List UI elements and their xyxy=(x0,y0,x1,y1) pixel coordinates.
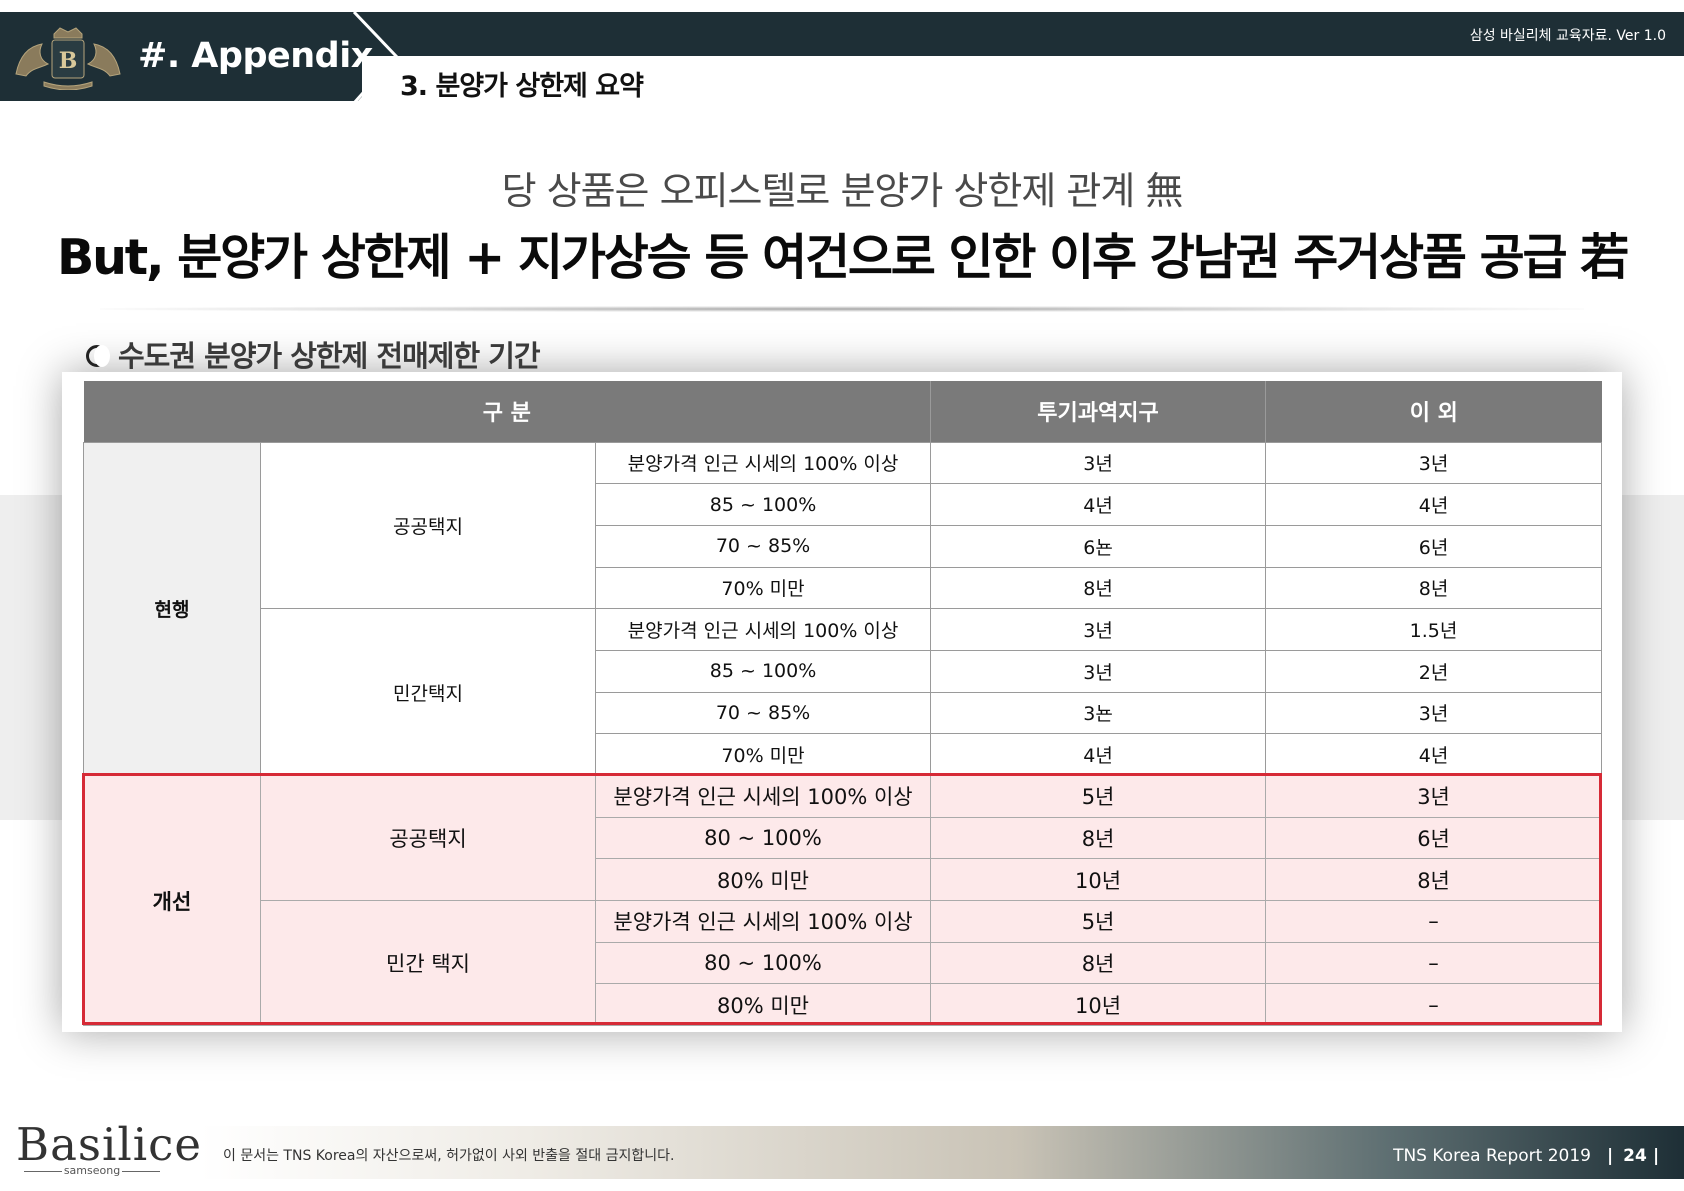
headline-divider xyxy=(100,306,1584,312)
speculative-cell: 5년 xyxy=(930,900,1267,943)
range-cell: 85 ~ 100% xyxy=(594,483,932,526)
other-cell: 4년 xyxy=(1265,733,1603,776)
table-row: 80% 미만 10년 8년 xyxy=(84,858,1603,902)
page-separator-right: | xyxy=(1653,1146,1660,1166)
header-tab-edge xyxy=(352,12,399,103)
other-cell: 2년 xyxy=(1265,649,1603,693)
circle-bullet-icon xyxy=(86,345,110,367)
main-headline: But, 분양가 상한제 + 지가상승 등 여건으로 인한 이후 강남권 주거상… xyxy=(56,229,1629,286)
range-cell: 70 ~ 85% xyxy=(594,691,932,735)
other-cell: 6년 xyxy=(1265,816,1603,860)
header-category: 구 분 xyxy=(83,381,932,442)
section-label-text: 수도권 분양가 상한제 전매제한 기간 xyxy=(118,339,541,373)
section-title: 3. 분양가 상한제 요약 xyxy=(400,71,644,102)
resale-restriction-table: 구 분 투기과역지구 이 외 현행 공공택지 분양가격 인근 시세의 100% … xyxy=(83,381,1603,1027)
other-cell: 8년 xyxy=(1265,566,1603,610)
subgroup-improved-public: 공공택지 xyxy=(260,774,596,902)
table-header-row: 구 분 투기과역지구 이 외 xyxy=(83,381,1602,442)
brand-logo-sub: samseong xyxy=(16,1164,168,1177)
other-cell: 3년 xyxy=(1265,441,1603,485)
speculative-cell: 4년 xyxy=(930,483,1267,526)
speculative-cell: 8년 xyxy=(930,816,1267,860)
speculative-cell: 8년 xyxy=(930,941,1267,985)
header-other: 이 외 xyxy=(1265,381,1602,442)
table-row: 현행 공공택지 분양가격 인근 시세의 100% 이상 3년 3년 xyxy=(83,441,1603,776)
range-cell: 분양가격 인근 시세의 100% 이상 xyxy=(594,775,932,818)
other-cell: – xyxy=(1265,900,1603,943)
brand-logo: Basilice xyxy=(16,1118,203,1171)
other-cell: – xyxy=(1265,941,1603,985)
subgroup-current-public: 공공택지 xyxy=(260,441,596,610)
speculative-cell: 8년 xyxy=(930,566,1267,610)
range-cell: 80% 미만 xyxy=(594,858,932,902)
sub-headline: 당 상품은 오피스텔로 분양가 상한제 관계 無 xyxy=(501,169,1184,213)
speculative-cell: 6뇬 xyxy=(930,524,1267,568)
subgroup-improved-private: 민간 택지 xyxy=(260,900,596,1027)
table-row: 80 ~ 100% 8년 – xyxy=(84,941,1603,985)
range-cell: 70 ~ 85% xyxy=(594,524,932,568)
range-cell: 분양가격 인근 시세의 100% 이상 xyxy=(594,608,932,651)
other-cell: 8년 xyxy=(1265,858,1603,902)
report-name: TNS Korea Report 2019 xyxy=(1393,1146,1591,1166)
speculative-cell: 3년 xyxy=(930,441,1267,485)
emblem-logo-icon: B xyxy=(15,27,121,90)
footer-bar xyxy=(200,1126,1684,1179)
group-improved: 개선 xyxy=(83,774,261,1027)
range-cell: 70% 미만 xyxy=(594,733,932,776)
table-row: 70% 미만 4년 4년 xyxy=(84,733,1603,776)
document-version: 삼성 바실리체 교육자료. Ver 1.0 xyxy=(1469,28,1666,44)
page-number: 24 xyxy=(1623,1146,1647,1166)
range-cell: 80 ~ 100% xyxy=(594,816,932,860)
other-cell: 4년 xyxy=(1265,483,1603,526)
copyright-notice: 이 문서는 TNS Korea의 자산으로써, 허가없이 사외 반출을 절대 금… xyxy=(223,1148,675,1164)
other-cell: – xyxy=(1265,983,1603,1027)
other-cell: 3년 xyxy=(1265,691,1603,735)
subgroup-current-private: 민간택지 xyxy=(260,608,596,776)
range-cell: 70% 미만 xyxy=(594,566,932,610)
header-speculative-zone: 투기과역지구 xyxy=(930,381,1267,442)
range-cell: 분양가격 인근 시세의 100% 이상 xyxy=(594,441,932,485)
other-cell: 1.5년 xyxy=(1265,608,1603,651)
table-row: 80% 미만 10년 – xyxy=(84,983,1603,1027)
speculative-cell: 3뇬 xyxy=(930,691,1267,735)
range-cell: 80 ~ 100% xyxy=(594,941,932,985)
appendix-title: #. Appendix xyxy=(138,36,373,76)
table-row: 85 ~ 100% 3년 2년 xyxy=(84,649,1603,693)
range-cell: 85 ~ 100% xyxy=(594,649,932,693)
speculative-cell: 4년 xyxy=(930,733,1267,776)
table-row: 개선 공공택지 분양가격 인근 시세의 100% 이상 5년 3년 xyxy=(83,774,1603,1027)
range-cell: 80% 미만 xyxy=(594,983,932,1027)
table-row: 80 ~ 100% 8년 6년 xyxy=(84,816,1603,860)
speculative-cell: 3년 xyxy=(930,608,1267,651)
page-separator-left: | xyxy=(1607,1146,1614,1166)
svg-text:B: B xyxy=(59,48,78,74)
speculative-cell: 5년 xyxy=(930,775,1267,818)
range-cell: 분양가격 인근 시세의 100% 이상 xyxy=(594,900,932,943)
table-row: 70% 미만 8년 8년 xyxy=(84,566,1603,610)
other-cell: 3년 xyxy=(1265,775,1603,818)
table-row: 민간 택지 분양가격 인근 시세의 100% 이상 5년 – xyxy=(84,900,1603,1027)
table-row: 70 ~ 85% 3뇬 3년 xyxy=(84,691,1603,735)
section-label: 수도권 분양가 상한제 전매제한 기간 xyxy=(86,333,541,375)
speculative-cell: 10년 xyxy=(930,858,1267,902)
group-current: 현행 xyxy=(83,441,261,776)
table-row: 민간택지 분양가격 인근 시세의 100% 이상 3년 1.5년 xyxy=(84,608,1603,776)
speculative-cell: 3년 xyxy=(930,649,1267,693)
speculative-cell: 10년 xyxy=(930,983,1267,1027)
other-cell: 6년 xyxy=(1265,524,1603,568)
